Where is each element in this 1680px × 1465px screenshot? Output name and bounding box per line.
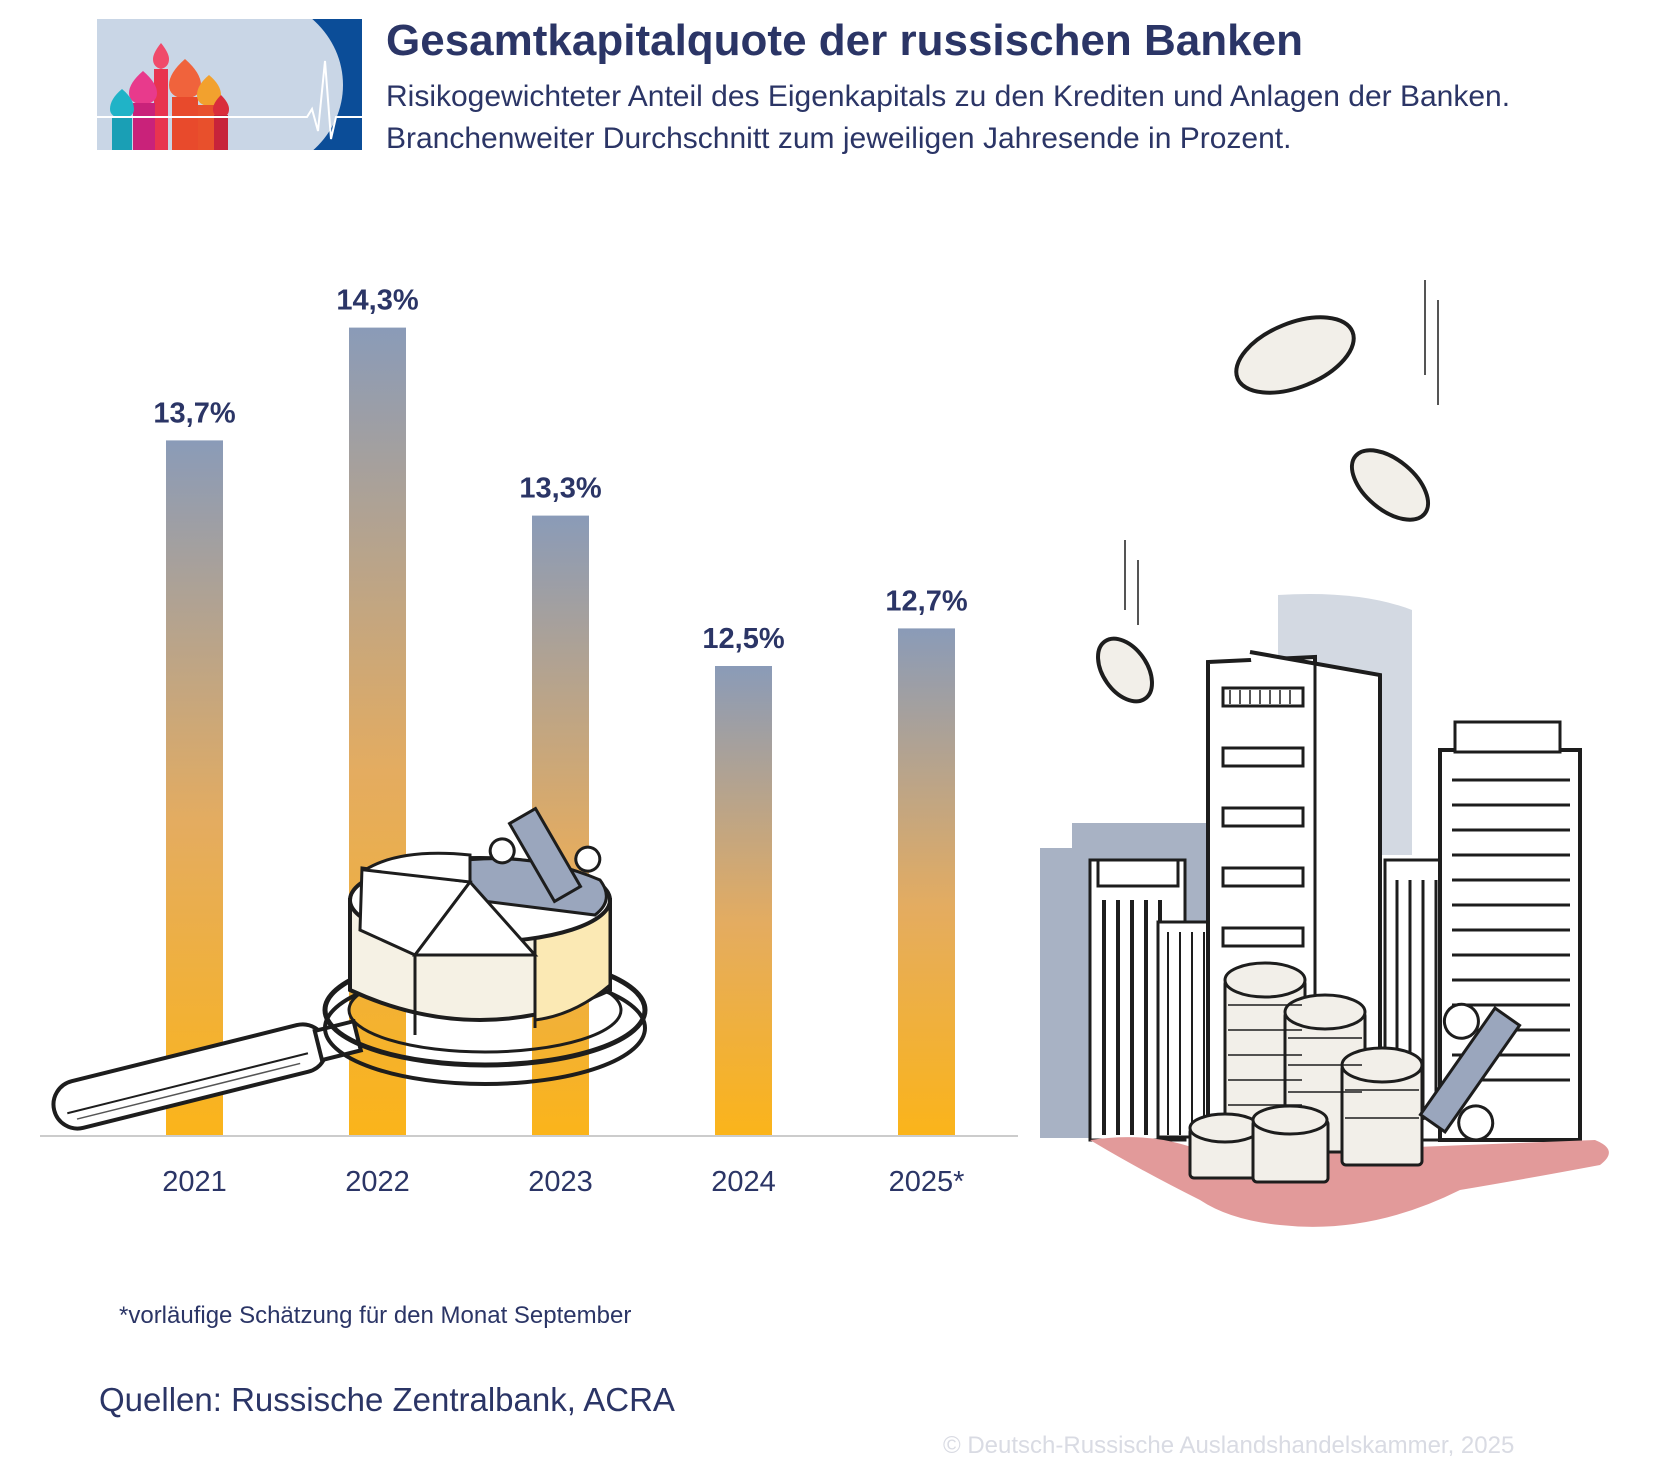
bar-2024 <box>715 666 772 1136</box>
data-label-2025: 12,7% <box>885 585 967 617</box>
subtitle-line-2: Branchenweiter Durchschnitt zum jeweilig… <box>386 122 1292 155</box>
x-tick-2021: 2021 <box>162 1166 227 1198</box>
bar-chart: 13,7%14,3%13,3%12,5%12,7% 2021 2022 2023 20… <box>40 285 1018 1198</box>
data-label-2022: 14,3% <box>336 285 418 317</box>
bar-2025 <box>898 628 955 1136</box>
chart-title: Gesamtkapitalquote der russischen Banken <box>386 16 1303 65</box>
copyright: © Deutsch-Russische Auslandshandelskamme… <box>943 1432 1515 1459</box>
chart-subtitle: Risikogewichteter Anteil des Eigenkapita… <box>386 76 1510 160</box>
footnote: *vorläufige Schätzung für den Monat Sept… <box>119 1302 632 1329</box>
bar-2021 <box>166 440 223 1136</box>
x-tick-2024: 2024 <box>711 1166 776 1198</box>
magnifier-pie-illustration <box>51 806 648 1131</box>
subtitle-line-1: Risikogewichteter Anteil des Eigenkapita… <box>386 80 1511 113</box>
x-tick-2025: 2025* <box>889 1166 965 1198</box>
data-label-2021: 13,7% <box>153 397 235 429</box>
x-tick-labels-group: 2021 2022 2023 2024 2025* <box>162 1166 964 1198</box>
data-label-2023: 13,3% <box>519 473 601 505</box>
skyscrapers-coins-illustration <box>1040 280 1609 1227</box>
sources: Quellen: Russische Zentralbank, ACRA <box>99 1381 675 1418</box>
data-labels-group: 13,7% 14,3% 13,3% 12,5% 12,7% <box>153 285 967 655</box>
bar-2022 <box>349 327 406 1137</box>
x-tick-2023: 2023 <box>528 1166 593 1198</box>
kremlin-domes-logo <box>97 19 362 150</box>
data-label-2024: 12,5% <box>702 623 784 655</box>
x-tick-2022: 2022 <box>345 1166 410 1198</box>
